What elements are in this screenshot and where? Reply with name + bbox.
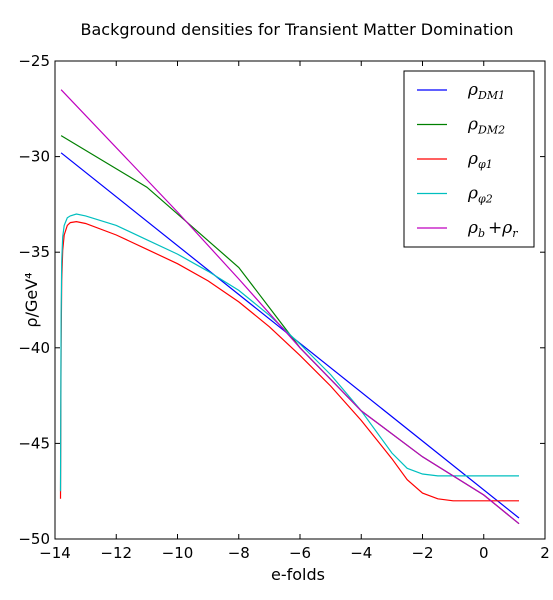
- x-tick-label: −2: [411, 544, 433, 562]
- series-line-4: [59, 213, 519, 492]
- legend-label-4: ρφ2: [467, 184, 493, 206]
- x-tick-label: −8: [228, 544, 250, 562]
- y-tick-label: −25: [18, 52, 50, 70]
- legend-label-1: ρDM1: [467, 80, 505, 102]
- x-tick-label: 0: [479, 544, 489, 562]
- y-tick-label: −50: [18, 530, 50, 548]
- series-line-3: [59, 220, 519, 502]
- legend: ρDM1 ρDM2 ρφ1 ρφ2 ρb +ρr: [403, 70, 535, 248]
- y-tick-label: −40: [18, 339, 50, 357]
- x-tick-label: −4: [350, 544, 372, 562]
- y-axis-label: ρ/GeV⁴: [22, 272, 41, 327]
- x-tick-label: 2: [540, 544, 550, 562]
- y-tick-label: −35: [18, 243, 50, 261]
- x-axis: −14 −12 −10 −8 −6 −4 −2 0 2: [39, 61, 550, 562]
- y-tick-label: −45: [18, 434, 50, 452]
- x-tick-label: −14: [39, 544, 71, 562]
- legend-label-3: ρφ1: [467, 149, 493, 171]
- x-tick-label: −12: [100, 544, 132, 562]
- legend-label-2: ρDM2: [467, 115, 505, 137]
- y-tick-label: −30: [18, 148, 50, 166]
- series-line-5: [60, 89, 520, 525]
- x-tick-label: −6: [289, 544, 311, 562]
- series-layer: [59, 89, 520, 525]
- y-axis: −25 −30 −35 −40 −45 −50: [18, 52, 545, 548]
- chart-title: Background densities for Transient Matte…: [81, 20, 514, 39]
- legend-label-5: ρb +ρr: [467, 218, 518, 240]
- x-tick-label: −10: [162, 544, 194, 562]
- x-axis-label: e-folds: [271, 565, 325, 584]
